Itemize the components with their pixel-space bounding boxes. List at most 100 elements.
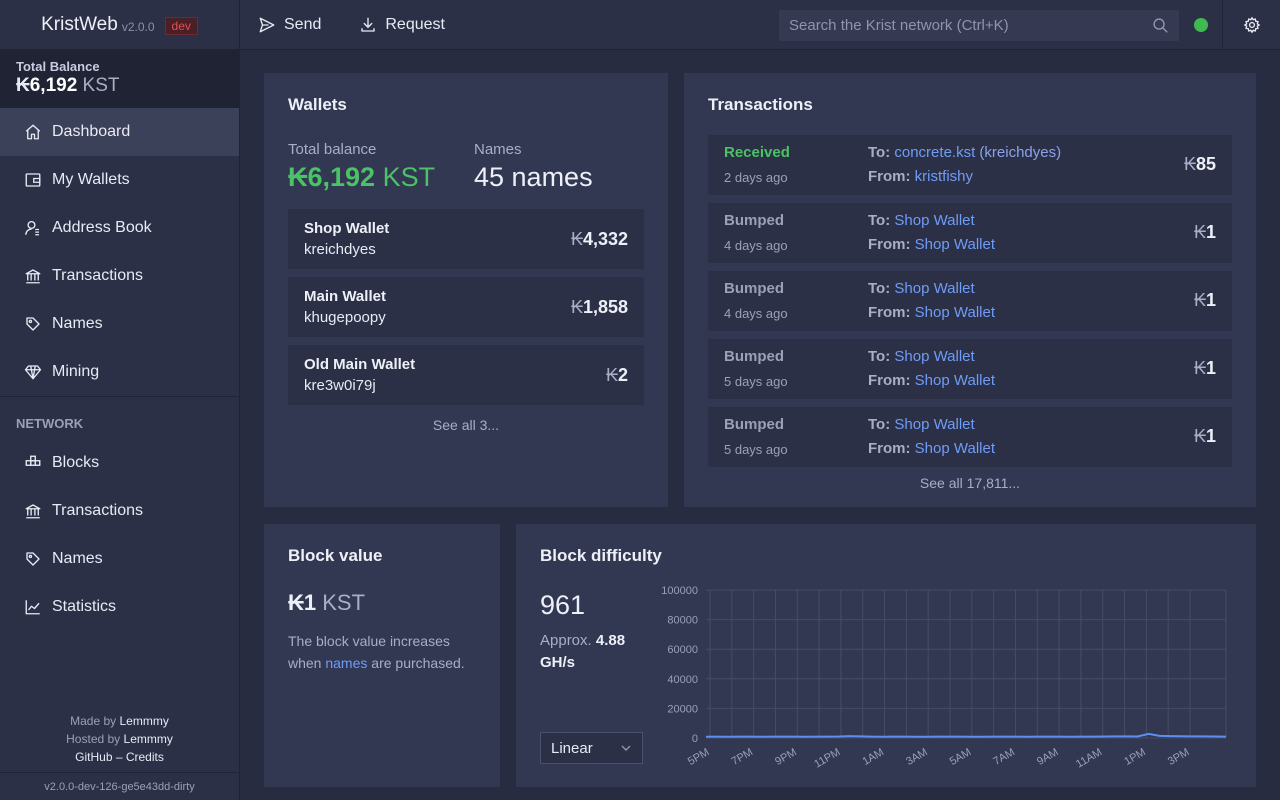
transaction-type: Bumped	[724, 348, 784, 365]
from-address-link[interactable]: Shop Wallet	[914, 372, 995, 389]
hosted-by-link[interactable]: Lemmmy	[123, 732, 173, 746]
wallet-names-count: Names 45 names	[474, 141, 593, 192]
send-button[interactable]: Send	[258, 16, 321, 34]
x-tick-label: 7PM	[730, 746, 756, 768]
transaction-amount: ₭1	[1193, 426, 1216, 446]
transaction-row[interactable]: Bumped 4 days ago To: Shop Wallet From: Sho…	[708, 203, 1232, 263]
to-address-link[interactable]: Shop Wallet	[894, 280, 975, 297]
sidebar-item-label: Statistics	[52, 598, 117, 615]
sidebar-item-label: My Wallets	[52, 171, 130, 188]
sidebar-item-network-names[interactable]: Names	[0, 535, 239, 583]
request-button[interactable]: Request	[359, 16, 445, 34]
to-address-link[interactable]: Shop Wallet	[894, 416, 975, 433]
transaction-time: 2 days ago	[724, 170, 788, 185]
send-label: Send	[284, 16, 322, 33]
wallet-name: Main Wallet	[304, 288, 386, 305]
see-all-transactions-link[interactable]: See all 17,811...	[919, 475, 1021, 491]
wallet-row[interactable]: Shop Wallet kreichdyes ₭4,332	[288, 209, 644, 269]
x-tick-label: 3AM	[904, 746, 930, 768]
wallet-row[interactable]: Main Wallet khugepoopy ₭1,858	[288, 277, 644, 337]
scale-select-value: Linear	[551, 739, 593, 757]
from-address-link[interactable]: Shop Wallet	[914, 236, 995, 253]
transaction-to: To: Shop Wallet	[868, 212, 975, 229]
to-address-link[interactable]: Shop Wallet	[894, 212, 975, 229]
wallet-total-balance: Total balance ₭6,192 KST	[288, 141, 436, 192]
download-icon	[361, 17, 376, 32]
contacts-icon	[25, 220, 39, 236]
transactions-title: Transactions	[708, 95, 813, 114]
top-nav: Send Request	[258, 0, 445, 50]
app-version: v2.0.0	[121, 20, 155, 34]
transaction-time: 4 days ago	[724, 238, 788, 253]
bank-icon	[25, 504, 41, 519]
search-input[interactable]	[789, 17, 1152, 34]
transaction-from: From: Shop Wallet	[868, 236, 995, 253]
transaction-type: Received	[724, 144, 790, 161]
sidebar-item-network-transactions[interactable]: Transactions	[0, 487, 239, 535]
transaction-to: To: concrete.kst (kreichdyes)	[868, 144, 1062, 161]
sidebar-footer: Made by Lemmmy Hosted by Lemmmy GitHub –…	[0, 712, 239, 766]
transaction-to: To: Shop Wallet	[868, 348, 975, 365]
wallet-stats: Total balance ₭6,192 KST Names 45 names	[288, 141, 644, 193]
settings-button[interactable]	[1222, 0, 1280, 50]
sidebar-item-my-wallets[interactable]: My Wallets	[0, 156, 239, 204]
transaction-row[interactable]: Bumped 5 days ago To: Shop Wallet From: Sho…	[708, 339, 1232, 399]
to-address-link[interactable]: Shop Wallet	[894, 348, 975, 365]
sidebar-item-transactions[interactable]: Transactions	[0, 252, 239, 300]
y-tick-label: 100000	[661, 585, 698, 597]
transaction-amount: ₭1	[1193, 358, 1216, 378]
sidebar-item-names[interactable]: Names	[0, 300, 239, 348]
block-value-title: Block value	[288, 546, 383, 565]
hashrate-estimate: Approx. 4.88 GH/s	[540, 632, 626, 671]
total-balance-label: Total Balance	[16, 59, 100, 74]
wallet-name: Old Main Wallet	[304, 356, 416, 373]
krist-symbol: ₭	[16, 75, 30, 96]
sidebar-item-blocks[interactable]: Blocks	[0, 439, 239, 487]
from-address-link[interactable]: Shop Wallet	[914, 440, 995, 457]
block-difficulty-title: Block difficulty	[540, 546, 662, 565]
github-link[interactable]: GitHub	[75, 750, 113, 764]
credits-link[interactable]: Credits	[125, 750, 164, 764]
to-address-link[interactable]: concrete.kst	[894, 144, 976, 161]
bank-icon	[25, 269, 41, 284]
sidebar-item-address-book[interactable]: Address Book	[0, 204, 239, 252]
connection-status-indicator[interactable]	[1194, 18, 1208, 32]
names-link[interactable]: names	[325, 655, 368, 671]
transaction-row[interactable]: Bumped 4 days ago To: Shop Wallet From: Sho…	[708, 271, 1232, 331]
transaction-row[interactable]: Bumped 5 days ago To: Shop Wallet From: Sho…	[708, 407, 1232, 467]
made-by-link[interactable]: Lemmmy	[119, 714, 169, 728]
search-box[interactable]	[779, 10, 1179, 41]
sidebar-item-label: Names	[52, 315, 103, 332]
build-version: v2.0.0-dev-126-ge5e43dd-dirty	[0, 772, 239, 800]
footer-links: GitHub – Credits	[75, 750, 164, 764]
brand[interactable]: KristWeb v2.0.0 dev	[0, 0, 240, 50]
send-icon	[259, 17, 275, 33]
x-tick-label: 5PM	[686, 746, 712, 768]
transaction-row[interactable]: Received 2 days ago To: concrete.kst (krei…	[708, 135, 1232, 195]
sidebar-item-label: Blocks	[52, 454, 100, 471]
sidebar-section-network: NETWORK	[16, 416, 84, 431]
sidebar-total-balance: Total Balance ₭6,192 KST	[0, 50, 239, 108]
sidebar-item-label: Mining	[52, 363, 100, 380]
x-tick-label: 9AM	[1035, 746, 1061, 768]
see-all-wallets-link[interactable]: See all 3...	[432, 417, 500, 433]
from-address-link[interactable]: kristfishy	[914, 168, 974, 185]
wallet-row[interactable]: Old Main Wallet kre3w0i79j ₭2	[288, 345, 644, 405]
sidebar-item-mining[interactable]: Mining	[0, 348, 239, 396]
search-icon[interactable]	[1152, 17, 1169, 34]
block-value-amount: ₭1 KST	[288, 590, 366, 615]
scale-select[interactable]: Linear	[540, 732, 643, 764]
transaction-amount: ₭1	[1193, 290, 1216, 310]
app-name: KristWeb	[41, 14, 118, 35]
block-value-description: The block value increases when names are…	[288, 633, 465, 671]
transaction-from: From: Shop Wallet	[868, 440, 995, 457]
sidebar-item-statistics[interactable]: Statistics	[0, 583, 239, 631]
sidebar-item-dashboard[interactable]: Dashboard	[0, 108, 239, 156]
transaction-time: 5 days ago	[724, 374, 788, 389]
chart-icon	[25, 600, 40, 615]
transaction-type: Bumped	[724, 416, 784, 433]
hosted-by-line: Hosted by Lemmmy	[66, 732, 173, 746]
from-address-link[interactable]: Shop Wallet	[914, 304, 995, 321]
made-by-line: Made by Lemmmy	[70, 714, 169, 728]
